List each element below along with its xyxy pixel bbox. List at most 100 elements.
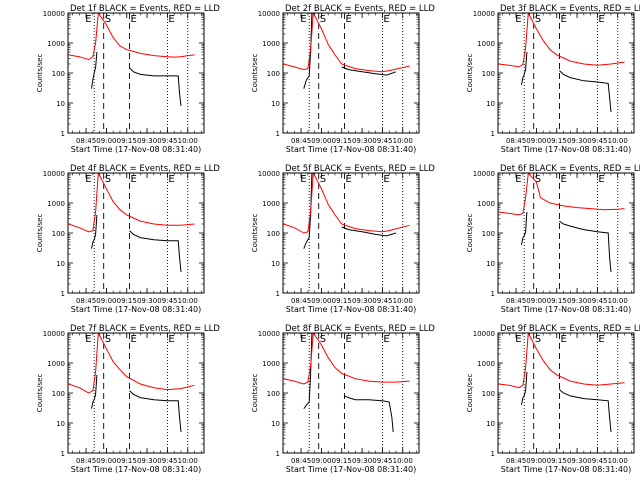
x-tick-label: 08:45 — [76, 457, 96, 465]
series-line-events — [129, 67, 182, 106]
marker-label: E — [85, 14, 91, 25]
x-tick-label: 08:45 — [76, 137, 96, 145]
panel-title: Det 5f BLACK = Events, RED = LLD — [285, 164, 435, 174]
y-axis-label: Counts/sec — [466, 214, 474, 253]
panel-title: Det 2f BLACK = Events, RED = LLD — [285, 4, 435, 14]
x-tick-label: 08:45 — [506, 137, 526, 145]
series-line-lld — [283, 13, 410, 73]
series-line-events — [91, 374, 98, 409]
x-tick-label: 09:00 — [526, 297, 546, 305]
x-tick-label: 09:30 — [352, 137, 372, 145]
x-tick-label: 09:15 — [547, 137, 567, 145]
series-line-lld — [498, 173, 625, 216]
x-tick-label: 09:30 — [137, 457, 157, 465]
x-tick-label: 09:00 — [311, 457, 331, 465]
marker-label: S — [105, 174, 111, 185]
marker-label: E — [168, 14, 174, 25]
series-line-lld — [68, 13, 195, 61]
x-tick-label: 09:45 — [372, 457, 392, 465]
y-tick-label: 100 — [482, 70, 495, 78]
y-tick-label: 1 — [276, 450, 280, 458]
series-line-lld — [68, 333, 195, 394]
marker-label: S — [535, 334, 541, 345]
panel-title: Det 8f BLACK = Events, RED = LLD — [285, 324, 435, 334]
panel-title: Det 7f BLACK = Events, RED = LLD — [70, 324, 220, 334]
x-tick-label: 09:15 — [332, 457, 352, 465]
x-tick-label: 09:00 — [526, 457, 546, 465]
panel-det-3f: Det 3f BLACK = Events, RED = LLD 1 10 100 10… — [466, 4, 640, 154]
x-axis-label: Start Time (17-Nov-08 08:31:40) — [501, 145, 631, 154]
marker-label: E — [345, 174, 351, 185]
plot-frame — [497, 172, 635, 294]
y-tick-label: 1 — [491, 130, 495, 138]
marker-label: E — [383, 174, 389, 185]
y-tick-label: 1 — [491, 290, 495, 298]
marker-label: E — [130, 14, 136, 25]
y-tick-label: 10 — [486, 260, 495, 268]
x-axis-label: Start Time (17-Nov-08 08:31:40) — [286, 145, 416, 154]
y-tick-label: 1 — [61, 290, 65, 298]
x-tick-label: 10:00 — [393, 297, 413, 305]
x-tick-label: 09:30 — [567, 457, 587, 465]
y-tick-label: 1000 — [47, 360, 65, 368]
x-axis-label: Start Time (17-Nov-08 08:31:40) — [501, 465, 631, 474]
marker-label: E — [168, 334, 174, 345]
x-tick-label: 09:45 — [157, 457, 177, 465]
plot-frame — [282, 332, 420, 454]
y-tick-label: 10000 — [43, 10, 65, 18]
y-tick-label: 10000 — [43, 170, 65, 178]
y-tick-label: 100 — [267, 70, 280, 78]
y-axis-label: Counts/sec — [251, 374, 259, 413]
x-tick-label: 09:30 — [137, 137, 157, 145]
series-line-events — [341, 226, 397, 237]
y-tick-label: 10 — [56, 100, 65, 108]
y-tick-label: 100 — [267, 390, 280, 398]
series-line-events — [91, 214, 98, 249]
marker-label: E — [598, 14, 604, 25]
series-line-lld — [283, 173, 410, 234]
panel-det-4f: Det 4f BLACK = Events, RED = LLD 1 10 100 10… — [36, 164, 220, 314]
y-axis-label: Counts/sec — [36, 214, 44, 253]
x-tick-label: 09:00 — [96, 137, 116, 145]
x-axis-label: Start Time (17-Nov-08 08:31:40) — [286, 465, 416, 474]
x-tick-label: 09:30 — [352, 297, 372, 305]
series-line-events — [129, 230, 182, 273]
marker-label: S — [535, 174, 541, 185]
y-tick-label: 100 — [267, 230, 280, 238]
series-line-events — [91, 51, 98, 89]
y-tick-label: 1 — [61, 450, 65, 458]
y-tick-label: 1 — [276, 290, 280, 298]
marker-label: E — [345, 334, 351, 345]
y-tick-label: 1000 — [262, 360, 280, 368]
y-tick-label: 10000 — [473, 170, 495, 178]
y-tick-label: 1 — [276, 130, 280, 138]
x-tick-label: 09:30 — [137, 297, 157, 305]
x-tick-label: 10:00 — [608, 297, 628, 305]
panel-title: Det 6f BLACK = Events, RED = LLD — [500, 164, 640, 174]
marker-label: S — [320, 14, 326, 25]
series-line-events — [341, 66, 397, 76]
marker-label: E — [515, 14, 521, 25]
x-tick-label: 09:30 — [567, 137, 587, 145]
marker-label: E — [345, 14, 351, 25]
x-tick-label: 09:45 — [587, 137, 607, 145]
y-axis-label: Counts/sec — [36, 374, 44, 413]
y-tick-label: 10 — [271, 420, 280, 428]
x-tick-label: 08:45 — [291, 137, 311, 145]
marker-label: E — [300, 174, 306, 185]
marker-label: E — [598, 334, 604, 345]
x-tick-label: 10:00 — [178, 457, 198, 465]
x-tick-label: 09:00 — [311, 297, 331, 305]
marker-label: E — [300, 334, 306, 345]
y-tick-label: 1 — [61, 130, 65, 138]
x-tick-label: 09:45 — [587, 457, 607, 465]
series-line-lld — [283, 333, 410, 385]
x-tick-label: 09:00 — [311, 137, 331, 145]
x-tick-label: 10:00 — [393, 457, 413, 465]
plot-frame — [497, 12, 635, 134]
panel-title: Det 4f BLACK = Events, RED = LLD — [70, 164, 220, 174]
marker-label: E — [560, 334, 566, 345]
y-tick-label: 100 — [52, 390, 65, 398]
y-tick-label: 10000 — [473, 10, 495, 18]
panel-title: Det 3f BLACK = Events, RED = LLD — [500, 4, 640, 14]
